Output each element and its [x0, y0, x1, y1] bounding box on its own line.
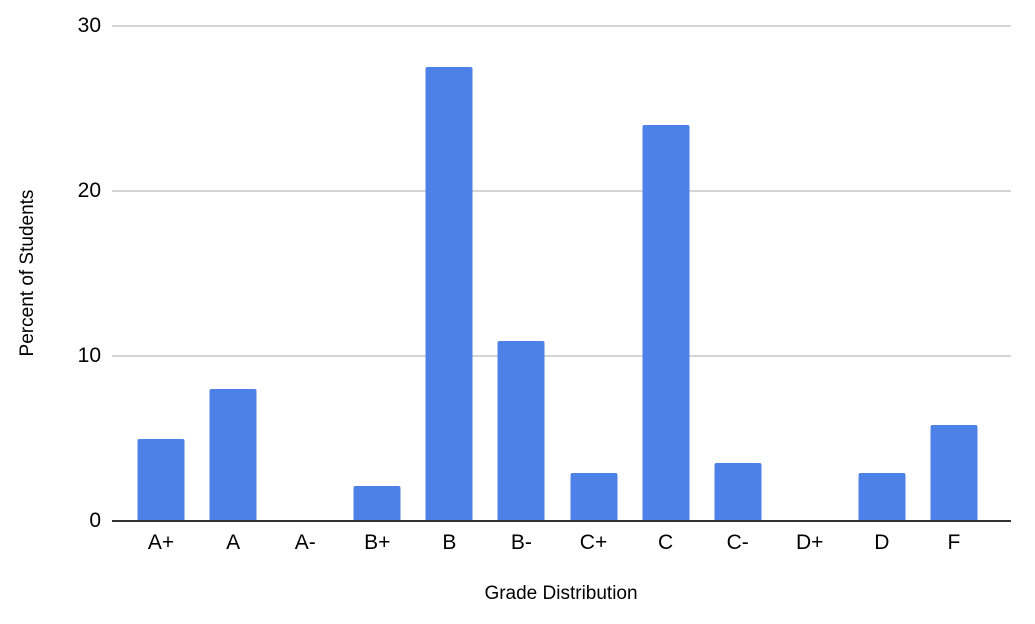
plot-area [112, 25, 1011, 522]
bar-C [642, 125, 690, 521]
x-category-labels: A+ A A- B+ B B- C+ C C- D+ D F [125, 531, 990, 555]
x-category-label-B: B [442, 531, 457, 554]
bar-D [858, 473, 906, 521]
bar-slot-D+ [774, 26, 846, 521]
bar-slot-A+ [125, 26, 197, 521]
x-axis-line [112, 520, 1011, 522]
x-category-label-A: A [226, 531, 241, 554]
x-category-label-F: F [947, 531, 961, 554]
gridline-20 [112, 190, 1011, 192]
x-category-label-B-: B- [510, 531, 532, 554]
x-category-label-D: D [874, 531, 890, 554]
bar-C+ [570, 473, 617, 521]
y-axis-title: Percent of Students [17, 189, 38, 357]
bars [125, 26, 990, 521]
bar-slot-B- [485, 26, 557, 521]
bar-F [930, 425, 978, 521]
y-tick-label-10: 10 [77, 344, 101, 367]
y-tick-label-0: 0 [89, 509, 101, 532]
bar-B- [497, 341, 545, 521]
bar-slot-B [413, 26, 485, 521]
x-category-label-C+: C+ [579, 531, 608, 554]
bar-slot-F [918, 26, 990, 521]
gridline-30 [112, 25, 1011, 27]
y-tick-label-20: 20 [77, 179, 101, 202]
gridline-10 [112, 355, 1011, 357]
x-category-label-C-: C- [726, 531, 749, 554]
x-category-label-C: C [658, 531, 674, 554]
bar-A+ [137, 438, 185, 521]
y-tick-label-30: 30 [77, 14, 101, 37]
bar-slot-C+ [557, 26, 629, 521]
bar-slot-C [630, 26, 702, 521]
x-category-label-D+: D+ [796, 531, 824, 554]
x-category-label-A+: A+ [147, 531, 175, 554]
bar-slot-C- [702, 26, 774, 521]
bar-B+ [353, 486, 401, 521]
bar-A [209, 389, 257, 521]
bar-slot-A- [269, 26, 341, 521]
x-axis-title: Grade Distribution [484, 583, 638, 604]
bar-B [425, 67, 473, 521]
bar-slot-B+ [341, 26, 413, 521]
x-category-label-A-: A- [294, 531, 316, 554]
bar-slot-D [846, 26, 918, 521]
bar-slot-A [197, 26, 269, 521]
bar-C- [714, 463, 762, 521]
x-category-label-B+: B+ [364, 531, 391, 554]
